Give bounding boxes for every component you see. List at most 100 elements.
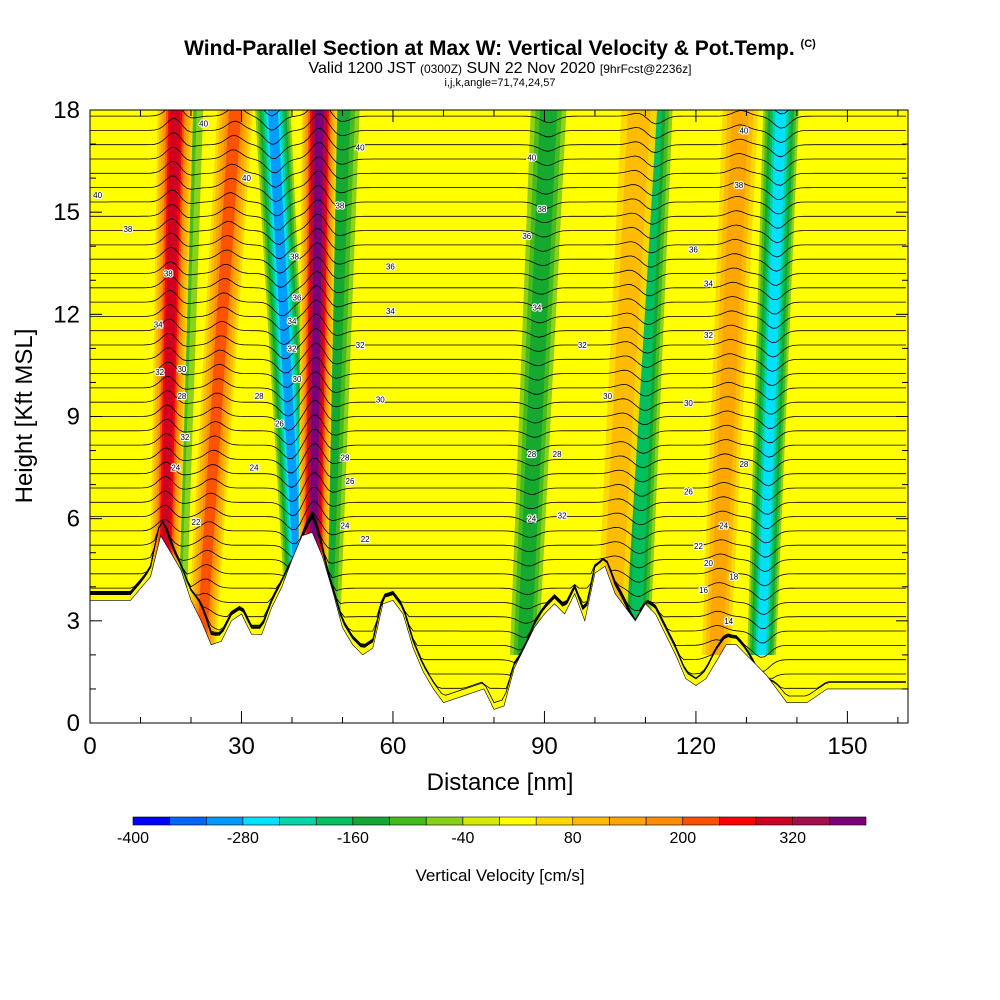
theta-label-51: 18 <box>729 573 738 582</box>
colorbar-tick-label: -160 <box>337 830 369 847</box>
theta-label-16: 36 <box>293 293 302 302</box>
theta-contour-line <box>90 514 906 630</box>
theta-label-27: 26 <box>346 477 355 486</box>
theta-label-47: 26 <box>684 487 693 496</box>
colorbar-swatch <box>645 816 683 826</box>
colorbar-swatch <box>169 816 207 826</box>
theta-label-7: 32 <box>180 433 189 442</box>
colorbar-tick-label: -40 <box>451 830 474 847</box>
theta-contour-line <box>90 113 906 145</box>
theta-label-46: 28 <box>739 460 748 469</box>
colorbar-swatch <box>755 816 794 826</box>
updraft-band-1-level-5 <box>196 110 242 655</box>
theta-label-30: 40 <box>527 154 536 163</box>
theta-contour-line <box>90 472 906 503</box>
plot-area: 40 38 38 34 32 30 28 32 24 22 40 40 28 24 26 38 36 34 32 30… <box>90 110 908 723</box>
theta-contour-line <box>90 242 906 274</box>
y-tick-label: 0 <box>67 710 80 737</box>
theta-label-5: 30 <box>177 365 186 374</box>
theta-contour-line <box>90 443 906 474</box>
y-tick-label: 3 <box>67 608 80 635</box>
theta-contour-line <box>90 127 906 159</box>
theta-label-20: 38 <box>335 201 344 210</box>
theta-label-12: 28 <box>255 392 264 401</box>
colorbar-swatch <box>425 816 464 826</box>
valid-date: SUN 22 Nov 2020 <box>466 60 596 77</box>
theta-contour-line <box>90 110 906 131</box>
theta-contour-line <box>90 513 906 615</box>
terrain-mask <box>90 531 908 723</box>
colorbar-tick-label: 80 <box>564 830 582 847</box>
y-tick-label: 6 <box>67 506 80 533</box>
theta-contour-line <box>90 486 906 517</box>
theta-contour-line <box>90 313 906 346</box>
theta-contour-line <box>90 328 906 360</box>
y-tick-label: 18 <box>53 97 80 124</box>
colorbar-tick-label: 200 <box>669 830 696 847</box>
theta-label-24: 32 <box>356 341 365 350</box>
theta-label-3: 34 <box>154 321 163 330</box>
theta-label-19: 30 <box>293 375 302 384</box>
colorbar-swatch <box>462 816 500 826</box>
theta-contour-line <box>90 228 906 260</box>
valid-utc: (0300Z) <box>420 62 463 76</box>
theta-contour-line <box>90 512 906 587</box>
theta-label-9: 22 <box>192 518 201 527</box>
theta-label-0: 40 <box>93 191 102 200</box>
colorbar-swatch <box>572 816 610 826</box>
theta-contour-line <box>90 185 906 217</box>
colorbar-label: Vertical Velocity [cm/s] <box>415 866 584 885</box>
x-axis-label: Distance [nm] <box>427 769 574 796</box>
theta-contour-line <box>90 156 906 188</box>
theta-label-42: 36 <box>689 246 698 255</box>
theta-contour-line <box>90 510 906 545</box>
theta-label-21: 40 <box>356 144 365 153</box>
colorbar-swatch <box>609 816 647 826</box>
theta-label-33: 34 <box>532 304 541 313</box>
theta-label-22: 36 <box>386 263 395 272</box>
theta-contour-line <box>90 270 906 302</box>
theta-label-18: 32 <box>288 344 297 353</box>
theta-label-31: 38 <box>537 205 546 214</box>
theta-label-39: 32 <box>558 511 567 520</box>
theta-label-43: 34 <box>704 280 713 289</box>
theta-contour-line <box>90 142 906 174</box>
y-axis-label: Height [Kft MSL] <box>11 329 38 504</box>
theta-label-36: 28 <box>527 450 536 459</box>
colorbar-swatch <box>242 816 280 826</box>
theta-contour-line <box>90 213 906 245</box>
theta-contour-line <box>90 385 906 417</box>
theta-label-40: 40 <box>739 126 748 135</box>
theta-contour-labels: 40 38 38 34 32 30 28 32 24 22 40 40 28 24 26 38 36 34 32 30… <box>92 118 750 626</box>
theta-contour-line <box>90 256 906 288</box>
theta-contour-line <box>90 342 906 374</box>
theta-contour-line <box>90 512 906 601</box>
theta-contour-line <box>90 428 906 460</box>
x-tick-label: 90 <box>531 733 558 760</box>
colorbar-swatch <box>499 816 537 826</box>
theta-label-48: 24 <box>719 522 728 531</box>
theta-label-14: 26 <box>275 419 284 428</box>
colorbar: -400 -280 -160 -40 80 200 320 <box>117 816 867 847</box>
theta-label-1: 38 <box>123 225 132 234</box>
y-tick-label: 15 <box>53 199 80 226</box>
theta-label-25: 30 <box>376 396 385 405</box>
theta-label-8: 24 <box>171 464 180 473</box>
theta-contour-line <box>90 285 906 317</box>
colorbar-swatch <box>132 816 171 826</box>
colorbar-swatch <box>206 816 244 826</box>
x-tick-label: 120 <box>676 733 716 760</box>
updraft-band-0-level-7 <box>159 110 181 655</box>
updraft-band-3-level-2 <box>600 110 651 655</box>
theta-label-49: 22 <box>694 542 703 551</box>
theta-label-45: 30 <box>684 399 693 408</box>
theta-label-34: 32 <box>578 341 587 350</box>
theta-contour-line <box>90 170 906 203</box>
theta-contour-line <box>90 399 906 431</box>
theta-label-6: 28 <box>177 392 186 401</box>
colorbar-swatch <box>829 816 867 826</box>
downdraft-band-1-level-7 <box>267 110 307 655</box>
valid-time: Valid 1200 JST <box>308 60 416 77</box>
